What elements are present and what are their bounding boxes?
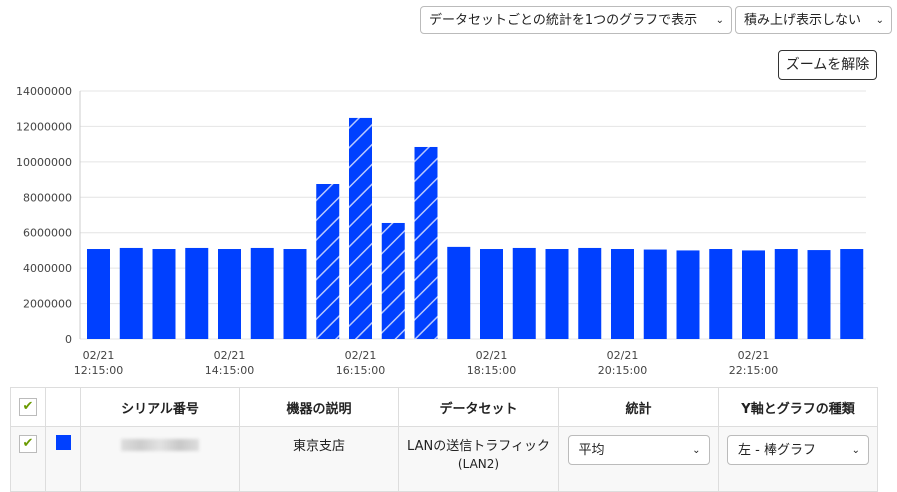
bar[interactable] (709, 249, 733, 339)
bar[interactable] (742, 250, 765, 339)
bar[interactable] (774, 249, 798, 339)
stack-mode-select[interactable]: 積み上げ表示しない ⌄ (735, 6, 892, 34)
display-mode-value: データセットごとの統計を1つのグラフで表示 (429, 13, 698, 28)
y-tick-label: 12000000 (16, 120, 72, 133)
header-axis: Y軸とグラフの種類 (718, 387, 878, 427)
x-tick-label: 02/21 (83, 349, 115, 362)
header-description: 機器の説明 (239, 387, 399, 427)
header-dataset: データセット (398, 387, 559, 427)
row-checkbox[interactable]: ✔ (19, 435, 37, 453)
stack-mode-value: 積み上げ表示しない (744, 13, 862, 28)
y-tick-label: 10000000 (16, 156, 72, 169)
header-stat: 統計 (558, 387, 719, 427)
device-description: 東京支店 (239, 426, 399, 492)
header-serial: シリアル番号 (80, 387, 240, 427)
bar[interactable] (414, 146, 438, 339)
bar[interactable] (578, 247, 602, 339)
serial-number-redacted (121, 439, 199, 451)
x-tick-label: 02/21 (476, 349, 508, 362)
x-tick-label: 02/21 (214, 349, 246, 362)
stat-value: 平均 (578, 443, 605, 458)
header-checkbox-cell: ✔ (10, 387, 46, 427)
y-tick-label: 4000000 (23, 262, 72, 275)
dataset-sub: (LAN2) (457, 457, 500, 471)
x-tick-label: 16:15:00 (336, 364, 385, 377)
x-tick-label: 02/21 (345, 349, 377, 362)
bar[interactable] (807, 250, 831, 339)
dataset-name: LANの送信トラフィック (407, 439, 550, 454)
x-tick-label: 14:15:00 (205, 364, 254, 377)
bar[interactable] (349, 117, 372, 339)
bar[interactable] (283, 249, 307, 339)
bar[interactable] (316, 184, 340, 339)
table-row: ✔ 東京支店 LANの送信トラフィック (LAN2) 平均 ⌄ 左 - 棒グラフ ⌄ (10, 426, 878, 492)
bar[interactable] (480, 249, 503, 339)
chevron-down-icon: ⌄ (851, 445, 860, 456)
y-tick-label: 8000000 (23, 191, 72, 204)
dataset-cell: LANの送信トラフィック (LAN2) (398, 426, 559, 492)
display-mode-select[interactable]: データセットごとの統計を1つのグラフで表示 ⌄ (420, 6, 732, 34)
axis-value: 左 - 棒グラフ (738, 443, 816, 458)
y-tick-label: 14000000 (16, 85, 72, 98)
bar[interactable] (381, 222, 405, 339)
bar-chart[interactable]: 0 2000000 4000000 6000000 8000000 10000000 120… (0, 80, 897, 380)
x-tick-label: 12:15:00 (74, 364, 123, 377)
bar[interactable] (840, 249, 864, 339)
bar[interactable] (512, 247, 536, 339)
x-tick-label: 20:15:00 (598, 364, 647, 377)
bar[interactable] (152, 249, 176, 339)
x-tick-label: 22:15:00 (729, 364, 778, 377)
bar[interactable] (185, 247, 209, 339)
header-color-cell (45, 387, 81, 427)
y-tick-label: 0 (65, 333, 72, 346)
x-tick-label: 02/21 (738, 349, 770, 362)
y-tick-label: 6000000 (23, 227, 72, 240)
bar[interactable] (218, 249, 241, 339)
series-color-swatch (55, 435, 71, 450)
x-tick-label: 02/21 (607, 349, 639, 362)
bar[interactable] (545, 249, 569, 339)
bar[interactable] (611, 249, 634, 339)
bar[interactable] (250, 247, 274, 339)
bar[interactable] (676, 250, 700, 339)
axis-select[interactable]: 左 - 棒グラフ ⌄ (727, 435, 869, 465)
bar[interactable] (643, 249, 667, 339)
select-all-checkbox[interactable]: ✔ (19, 398, 37, 416)
chevron-down-icon: ⌄ (692, 445, 701, 456)
stat-select[interactable]: 平均 ⌄ (567, 435, 710, 465)
zoom-reset-button[interactable]: ズームを解除 (778, 50, 877, 80)
chevron-down-icon: ⌄ (715, 15, 724, 26)
x-tick-label: 18:15:00 (467, 364, 516, 377)
bar[interactable] (87, 249, 110, 339)
dataset-table: ✔ シリアル番号 機器の説明 データセット 統計 Y軸とグラフの種類 ✔ 東京支… (10, 387, 878, 492)
y-tick-label: 2000000 (23, 298, 72, 311)
bar[interactable] (119, 247, 143, 339)
chevron-down-icon: ⌄ (875, 15, 884, 26)
bar[interactable] (447, 246, 471, 339)
